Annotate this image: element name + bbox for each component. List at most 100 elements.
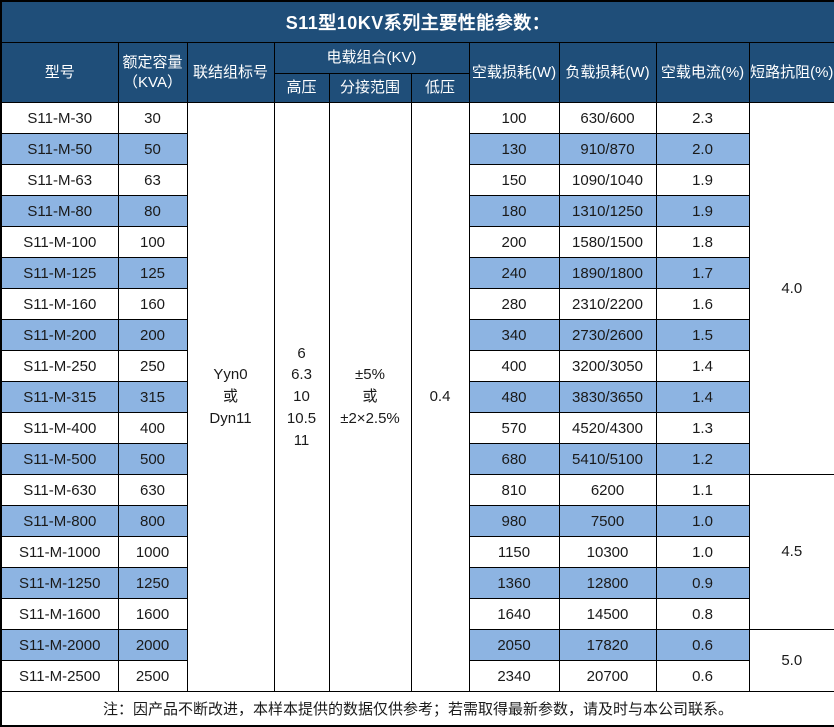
no-load-current-cell: 1.0 <box>655 536 750 568</box>
no-load-loss-cell: 240 <box>468 257 560 289</box>
title-row: S11型10KV系列主要性能参数： <box>0 0 834 43</box>
col-header-capacity-line2: （KVA） <box>123 73 182 91</box>
tap-range-cell: ±5% 或 ±2×2.5% <box>328 102 412 692</box>
model-cell: S11-M-80 <box>0 195 119 227</box>
no-load-loss-cell: 2340 <box>468 660 560 692</box>
load-loss-cell: 14500 <box>558 598 657 630</box>
no-load-current-cell: 2.0 <box>655 133 750 165</box>
no-load-loss-cell: 480 <box>468 381 560 413</box>
rated-capacity-cell: 160 <box>117 288 188 320</box>
no-load-current-cell: 1.9 <box>655 164 750 196</box>
table-row: S11-M-125 125 240 1890/1800 1.7 <box>0 257 834 289</box>
load-loss-cell: 1310/1250 <box>558 195 657 227</box>
model-cell: S11-M-125 <box>0 257 119 289</box>
table-title: S11型10KV系列主要性能参数： <box>0 0 834 43</box>
table-row: S11-M-800 800 980 7500 1.0 <box>0 505 834 537</box>
load-loss-cell: 12800 <box>558 567 657 599</box>
model-cell: S11-M-63 <box>0 164 119 196</box>
rated-capacity-cell: 1000 <box>117 536 188 568</box>
table-row: S11-M-160 160 280 2310/2200 1.6 <box>0 288 834 320</box>
rated-capacity-cell: 250 <box>117 350 188 382</box>
col-header-no-load-current: 空载电流(%) <box>655 42 750 103</box>
footnote: 注：因产品不断改进，本样本提供的数据仅供参考；若需取得最新参数，请及时与本公司联… <box>0 691 834 727</box>
load-loss-cell: 10300 <box>558 536 657 568</box>
col-header-model: 型号 <box>0 42 119 103</box>
no-load-current-cell: 1.0 <box>655 505 750 537</box>
no-load-current-cell: 1.8 <box>655 226 750 258</box>
table-row: S11-M-1600 1600 1640 14500 0.8 <box>0 598 834 630</box>
table-row: S11-M-80 80 180 1310/1250 1.9 <box>0 195 834 227</box>
col-header-tap-range: 分接范围 <box>328 73 412 103</box>
col-header-hv: 高压 <box>273 73 330 103</box>
connection-group-cell: Yyn0 或 Dyn11 <box>186 102 275 692</box>
model-cell: S11-M-2000 <box>0 629 119 661</box>
model-cell: S11-M-800 <box>0 505 119 537</box>
no-load-loss-cell: 180 <box>468 195 560 227</box>
model-cell: S11-M-315 <box>0 381 119 413</box>
load-loss-cell: 3200/3050 <box>558 350 657 382</box>
load-loss-cell: 1890/1800 <box>558 257 657 289</box>
load-loss-cell: 6200 <box>558 474 657 506</box>
load-loss-cell: 2730/2600 <box>558 319 657 351</box>
load-loss-cell: 17820 <box>558 629 657 661</box>
load-loss-cell: 7500 <box>558 505 657 537</box>
col-header-connection: 联结组标号 <box>186 42 275 103</box>
model-cell: S11-M-250 <box>0 350 119 382</box>
rated-capacity-cell: 630 <box>117 474 188 506</box>
table-row: S11-M-200 200 340 2730/2600 1.5 <box>0 319 834 351</box>
load-loss-cell: 20700 <box>558 660 657 692</box>
model-cell: S11-M-200 <box>0 319 119 351</box>
no-load-current-cell: 0.6 <box>655 660 750 692</box>
model-cell: S11-M-1600 <box>0 598 119 630</box>
load-loss-cell: 1580/1500 <box>558 226 657 258</box>
table-row: S11-M-1250 1250 1360 12800 0.9 <box>0 567 834 599</box>
table-row: S11-M-500 500 680 5410/5100 1.2 <box>0 443 834 475</box>
no-load-loss-cell: 810 <box>468 474 560 506</box>
no-load-loss-cell: 340 <box>468 319 560 351</box>
rated-capacity-cell: 2000 <box>117 629 188 661</box>
no-load-current-cell: 1.3 <box>655 412 750 444</box>
rated-capacity-cell: 50 <box>117 133 188 165</box>
model-cell: S11-M-30 <box>0 102 119 134</box>
col-header-capacity-line1: 额定容量 <box>122 54 183 71</box>
no-load-loss-cell: 980 <box>468 505 560 537</box>
model-cell: S11-M-400 <box>0 412 119 444</box>
col-header-capacity: 额定容量 （KVA） <box>117 42 188 103</box>
no-load-current-cell: 0.8 <box>655 598 750 630</box>
no-load-current-cell: 0.6 <box>655 629 750 661</box>
model-cell: S11-M-100 <box>0 226 119 258</box>
no-load-loss-cell: 150 <box>468 164 560 196</box>
model-cell: S11-M-500 <box>0 443 119 475</box>
no-load-loss-cell: 1360 <box>468 567 560 599</box>
table-body: S11-M-30 30 Yyn0 或 Dyn11 6 6.3 10 10.5 11 ±5… <box>0 102 834 692</box>
no-load-current-cell: 2.3 <box>655 102 750 134</box>
load-loss-cell: 2310/2200 <box>558 288 657 320</box>
rated-capacity-cell: 1250 <box>117 567 188 599</box>
header-row-1: 型号 额定容量 （KVA） 联结组标号 电载组合(KV) 空载损耗(W) 负载损耗… <box>0 42 834 103</box>
load-loss-cell: 910/870 <box>558 133 657 165</box>
no-load-current-cell: 0.9 <box>655 567 750 599</box>
no-load-loss-cell: 400 <box>468 350 560 382</box>
load-loss-cell: 5410/5100 <box>558 443 657 475</box>
rated-capacity-cell: 100 <box>117 226 188 258</box>
col-header-no-load-loss: 空载损耗(W) <box>468 42 560 103</box>
no-load-loss-cell: 100 <box>468 102 560 134</box>
col-header-impedance: 短路抗阻(%) <box>748 42 834 103</box>
model-cell: S11-M-630 <box>0 474 119 506</box>
impedance-cell: 4.5 <box>748 474 834 630</box>
col-header-lv: 低压 <box>410 73 470 103</box>
no-load-loss-cell: 680 <box>468 443 560 475</box>
rated-capacity-cell: 2500 <box>117 660 188 692</box>
rated-capacity-cell: 125 <box>117 257 188 289</box>
model-cell: S11-M-160 <box>0 288 119 320</box>
no-load-current-cell: 1.4 <box>655 350 750 382</box>
rated-capacity-cell: 1600 <box>117 598 188 630</box>
no-load-loss-cell: 570 <box>468 412 560 444</box>
low-voltage-cell: 0.4 <box>410 102 470 692</box>
impedance-cell: 5.0 <box>748 629 834 692</box>
model-cell: S11-M-2500 <box>0 660 119 692</box>
model-cell: S11-M-1000 <box>0 536 119 568</box>
no-load-loss-cell: 130 <box>468 133 560 165</box>
rated-capacity-cell: 315 <box>117 381 188 413</box>
